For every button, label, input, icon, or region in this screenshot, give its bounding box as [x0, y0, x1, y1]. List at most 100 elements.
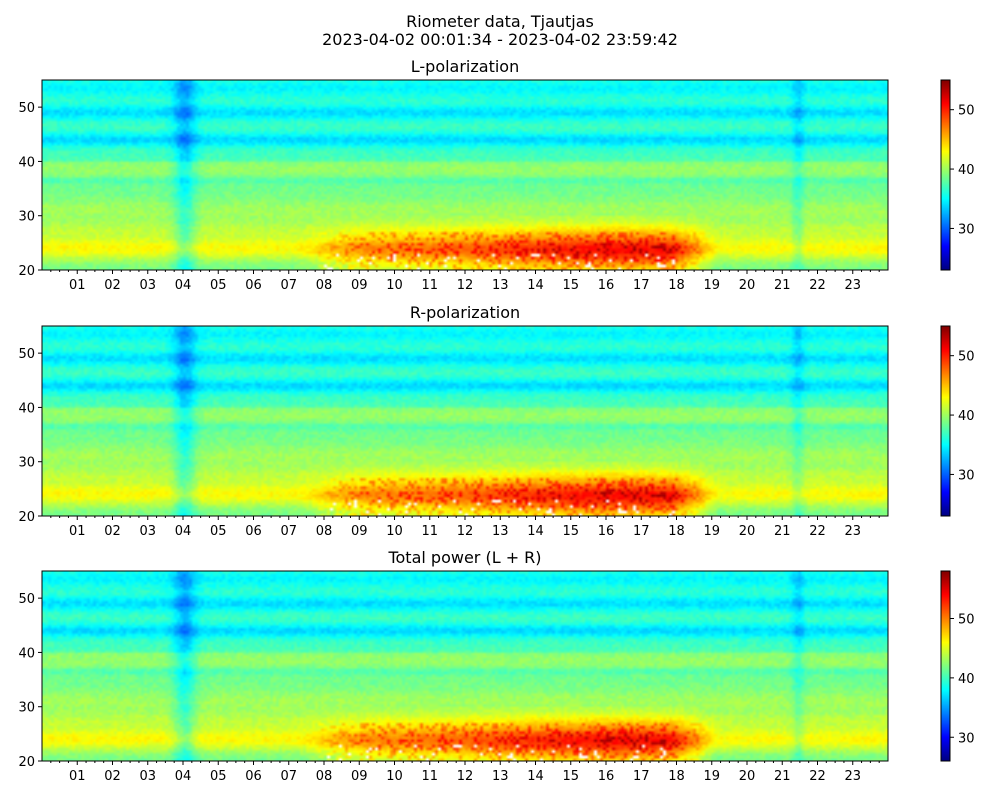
- x-tick-label: 07: [280, 769, 297, 784]
- colorbar-frame: [940, 79, 951, 271]
- x-tick-label: 04: [175, 769, 192, 784]
- y-tick-label: 30: [18, 701, 35, 716]
- x-tick-label: 09: [351, 278, 368, 293]
- colorbar-tick-label: 40: [958, 672, 975, 687]
- heatmap-image: [42, 326, 888, 516]
- x-tick-label: 19: [703, 278, 720, 293]
- y-tick-label: 30: [18, 456, 35, 471]
- figure-title-line-2: 2023-04-02 00:01:34 - 2023-04-02 23:59:4…: [322, 30, 678, 49]
- colorbar-tick-label: 50: [958, 104, 975, 119]
- x-tick-label: 18: [668, 278, 685, 293]
- x-tick-label: 01: [69, 769, 86, 784]
- x-tick-label: 05: [210, 769, 227, 784]
- x-tick-label: 15: [562, 769, 579, 784]
- y-tick-label: 50: [18, 347, 35, 362]
- x-tick-label: 01: [69, 278, 86, 293]
- x-tick-label: 11: [421, 769, 438, 784]
- x-tick-label: 12: [457, 278, 474, 293]
- y-tick-label: 50: [18, 592, 35, 607]
- x-tick-label: 14: [527, 769, 544, 784]
- colorbar-tick-label: 40: [958, 409, 975, 424]
- x-tick-label: 15: [562, 524, 579, 539]
- y-tick-label: 20: [18, 755, 35, 770]
- x-tick-label: 06: [245, 524, 262, 539]
- x-tick-label: 16: [598, 524, 615, 539]
- x-tick-label: 02: [104, 769, 121, 784]
- panel-2: R-polarization 20 30 40 50 01 02 03 04 05 06 07 08 09…: [18, 303, 974, 539]
- y-tick-label: 30: [18, 210, 35, 225]
- x-tick-label: 05: [210, 524, 227, 539]
- colorbar-tick-label: 40: [958, 163, 975, 178]
- panel-1: L-polarization 20 30 40 50 01 02 03 04 05 06 07 08 09…: [18, 57, 974, 293]
- x-tick-label: 17: [633, 524, 650, 539]
- x-tick-label: 18: [668, 524, 685, 539]
- panel-3: Total power (L + R) 20 30 40 50 01 02 03 04 05 06 0…: [18, 548, 974, 784]
- y-tick-label: 50: [18, 101, 35, 116]
- x-tick-label: 02: [104, 524, 121, 539]
- x-tick-label: 10: [386, 769, 403, 784]
- y-tick-label: 40: [18, 646, 35, 661]
- x-tick-label: 11: [421, 524, 438, 539]
- x-tick-label: 09: [351, 524, 368, 539]
- x-tick-label: 16: [598, 278, 615, 293]
- y-tick-label: 20: [18, 510, 35, 525]
- colorbar-tick-label: 30: [958, 468, 975, 483]
- x-tick-label: 11: [421, 278, 438, 293]
- colorbar-frame: [940, 325, 951, 517]
- x-tick-label: 14: [527, 524, 544, 539]
- y-tick-label: 40: [18, 401, 35, 416]
- colorbar: [941, 571, 950, 761]
- colorbar-tick-label: 50: [958, 613, 975, 628]
- y-tick-label: 20: [18, 264, 35, 279]
- x-tick-label: 12: [457, 769, 474, 784]
- y-tick-label: 40: [18, 155, 35, 170]
- panel-title: L-polarization: [411, 57, 519, 76]
- x-tick-label: 21: [774, 524, 791, 539]
- heatmap-image: [42, 80, 888, 270]
- x-tick-label: 04: [175, 278, 192, 293]
- colorbar-tick-label: 50: [958, 350, 975, 365]
- x-tick-label: 08: [316, 769, 333, 784]
- x-tick-label: 18: [668, 769, 685, 784]
- x-tick-label: 21: [774, 278, 791, 293]
- x-tick-label: 23: [844, 278, 861, 293]
- x-tick-label: 13: [492, 524, 509, 539]
- x-tick-label: 23: [844, 524, 861, 539]
- x-tick-label: 22: [809, 278, 826, 293]
- x-tick-label: 02: [104, 278, 121, 293]
- x-tick-label: 22: [809, 524, 826, 539]
- x-tick-label: 08: [316, 524, 333, 539]
- colorbar: [941, 80, 950, 270]
- x-tick-label: 19: [703, 524, 720, 539]
- colorbar-tick-label: 30: [958, 731, 975, 746]
- x-tick-label: 20: [739, 524, 756, 539]
- x-tick-label: 20: [739, 278, 756, 293]
- x-tick-label: 15: [562, 278, 579, 293]
- x-tick-label: 05: [210, 278, 227, 293]
- x-tick-label: 07: [280, 524, 297, 539]
- x-tick-label: 10: [386, 524, 403, 539]
- colorbar-tick-label: 30: [958, 222, 975, 237]
- x-tick-label: 16: [598, 769, 615, 784]
- x-tick-label: 23: [844, 769, 861, 784]
- x-tick-label: 08: [316, 278, 333, 293]
- x-tick-label: 06: [245, 769, 262, 784]
- x-tick-label: 03: [139, 524, 156, 539]
- x-tick-label: 10: [386, 278, 403, 293]
- panel-title: Total power (L + R): [387, 548, 541, 567]
- x-tick-label: 17: [633, 769, 650, 784]
- x-tick-label: 17: [633, 278, 650, 293]
- x-tick-label: 13: [492, 278, 509, 293]
- x-tick-label: 07: [280, 278, 297, 293]
- x-tick-label: 13: [492, 769, 509, 784]
- x-tick-label: 22: [809, 769, 826, 784]
- heatmap-image: [42, 571, 888, 761]
- x-tick-label: 14: [527, 278, 544, 293]
- x-tick-label: 12: [457, 524, 474, 539]
- colorbar: [941, 326, 950, 516]
- x-tick-label: 20: [739, 769, 756, 784]
- x-tick-label: 06: [245, 278, 262, 293]
- x-tick-label: 01: [69, 524, 86, 539]
- x-tick-label: 21: [774, 769, 791, 784]
- x-tick-label: 03: [139, 769, 156, 784]
